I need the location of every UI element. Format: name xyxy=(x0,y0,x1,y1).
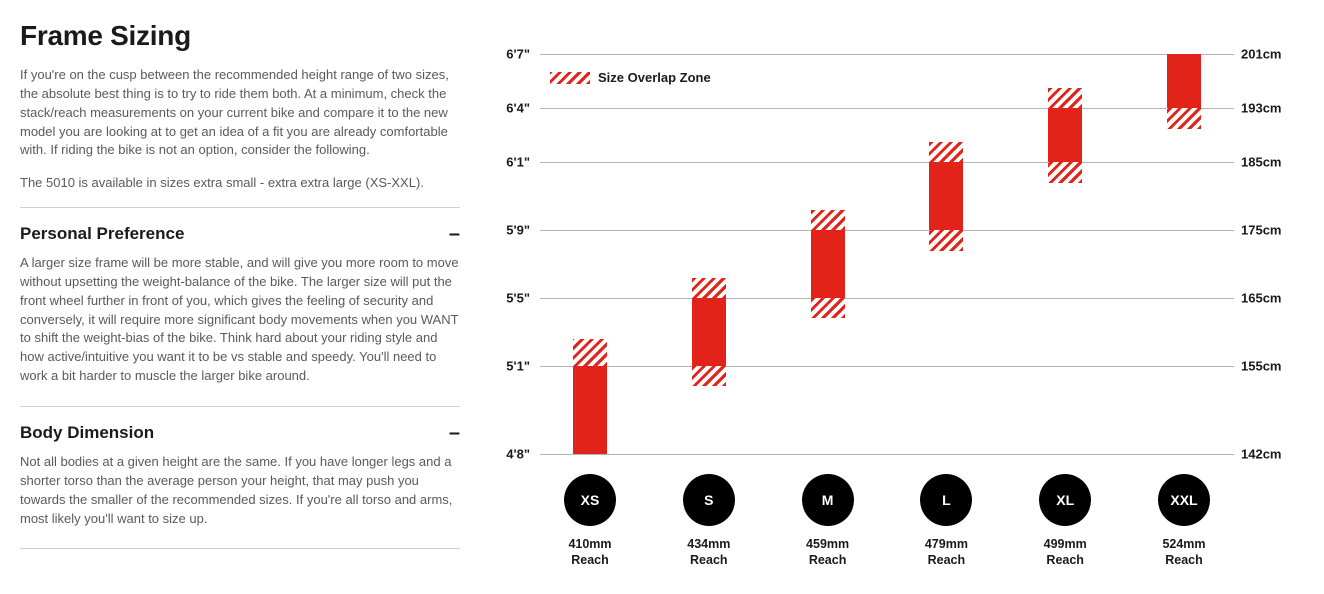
size-column: L 479mmReach xyxy=(896,474,996,569)
size-bar-overlap-bottom xyxy=(692,366,726,386)
y-axis-label-imperial: 5'5" xyxy=(490,291,530,306)
y-axis-label-cm: 175cm xyxy=(1241,223,1296,238)
y-axis-label-cm: 201cm xyxy=(1241,47,1296,62)
size-bar-overlap-top xyxy=(929,142,963,162)
page-title: Frame Sizing xyxy=(20,20,460,52)
reach-label: Reach xyxy=(540,552,640,568)
y-axis-label-cm: 185cm xyxy=(1241,155,1296,170)
divider xyxy=(20,548,460,549)
size-bar xyxy=(929,54,963,454)
size-bar-overlap-bottom xyxy=(1048,162,1082,182)
size-bar xyxy=(1167,54,1201,454)
y-axis-label-imperial: 6'7" xyxy=(490,47,530,62)
reach-value: 499mm xyxy=(1015,536,1115,552)
y-axis-label-imperial: 4'8" xyxy=(490,447,530,462)
collapse-icon: – xyxy=(449,423,460,443)
intro-block: If you're on the cusp between the recomm… xyxy=(20,66,460,193)
size-bar-overlap-top xyxy=(573,339,607,366)
y-axis-label-imperial: 6'1" xyxy=(490,155,530,170)
y-axis-label-cm: 155cm xyxy=(1241,358,1296,373)
reach-value: 434mm xyxy=(659,536,759,552)
size-badge: L xyxy=(920,474,972,526)
section-header[interactable]: Personal Preference – xyxy=(20,224,460,244)
chart-plot-area: 6'7"201cm6'4"193cm6'1"185cm5'9"175cm5'5"… xyxy=(540,54,1234,454)
section-body: A larger size frame will be more stable,… xyxy=(20,254,460,386)
size-bar-solid xyxy=(1048,108,1082,162)
intro-paragraph-1: If you're on the cusp between the recomm… xyxy=(20,66,460,160)
legend-swatch-overlap xyxy=(550,72,590,84)
size-column: XS 410mmReach xyxy=(540,474,640,569)
size-bar-solid xyxy=(811,230,845,298)
reach-label: Reach xyxy=(1134,552,1234,568)
size-bar xyxy=(692,54,726,454)
chart-gridline xyxy=(540,366,1234,367)
y-axis-label-imperial: 5'9" xyxy=(490,223,530,238)
reach-label: Reach xyxy=(896,552,996,568)
reach-value: 479mm xyxy=(896,536,996,552)
size-badge: M xyxy=(802,474,854,526)
chart-legend: Size Overlap Zone xyxy=(550,70,711,85)
size-column: S 434mmReach xyxy=(659,474,759,569)
y-axis-label-imperial: 5'1" xyxy=(490,358,530,373)
chart-gridline xyxy=(540,230,1234,231)
size-badge: S xyxy=(683,474,735,526)
section-title: Personal Preference xyxy=(20,224,184,244)
size-bar-overlap-top xyxy=(692,278,726,298)
section-header[interactable]: Body Dimension – xyxy=(20,423,460,443)
size-badge: XS xyxy=(564,474,616,526)
reach-label: Reach xyxy=(778,552,878,568)
size-bar xyxy=(573,54,607,454)
size-bar-overlap-bottom xyxy=(811,298,845,318)
reach-label: Reach xyxy=(659,552,759,568)
section-personal-preference: Personal Preference – A larger size fram… xyxy=(20,207,460,398)
size-bar-solid xyxy=(929,162,963,230)
chart-gridline xyxy=(540,108,1234,109)
size-bar-overlap-top xyxy=(1048,88,1082,108)
size-bar-solid xyxy=(573,366,607,454)
size-bar-solid xyxy=(692,298,726,366)
size-bar xyxy=(1048,54,1082,454)
legend-label: Size Overlap Zone xyxy=(598,70,711,85)
size-badge: XL xyxy=(1039,474,1091,526)
chart-gridline xyxy=(540,162,1234,163)
y-axis-label-imperial: 6'4" xyxy=(490,101,530,116)
reach-value: 459mm xyxy=(778,536,878,552)
size-bar-solid xyxy=(1167,54,1201,108)
y-axis-label-cm: 193cm xyxy=(1241,101,1296,116)
section-body-dimension: Body Dimension – Not all bodies at a giv… xyxy=(20,406,460,540)
y-axis-label-cm: 142cm xyxy=(1241,447,1296,462)
chart-gridline xyxy=(540,454,1234,455)
chart-gridline xyxy=(540,298,1234,299)
sizing-chart: 6'7" 201cm 6'4" 193cm 6'1" 185cm 5'9" 175cm 5'5"… xyxy=(480,20,1304,594)
size-column: M 459mmReach xyxy=(778,474,878,569)
reach-value: 524mm xyxy=(1134,536,1234,552)
section-body: Not all bodies at a given height are the… xyxy=(20,453,460,528)
size-bar-overlap-bottom xyxy=(1167,108,1201,128)
size-bar-overlap-top xyxy=(811,210,845,230)
chart-gridline xyxy=(540,54,1234,55)
intro-paragraph-2: The 5010 is available in sizes extra sma… xyxy=(20,174,460,193)
text-column: Frame Sizing If you're on the cusp betwe… xyxy=(20,20,460,594)
y-axis-label-cm: 165cm xyxy=(1241,291,1296,306)
reach-label: Reach xyxy=(1015,552,1115,568)
size-bar xyxy=(811,54,845,454)
size-bar-overlap-bottom xyxy=(929,230,963,250)
size-column: XXL 524mmReach xyxy=(1134,474,1234,569)
size-badge: XXL xyxy=(1158,474,1210,526)
reach-value: 410mm xyxy=(540,536,640,552)
section-title: Body Dimension xyxy=(20,423,154,443)
collapse-icon: – xyxy=(449,224,460,244)
size-column: XL 499mmReach xyxy=(1015,474,1115,569)
